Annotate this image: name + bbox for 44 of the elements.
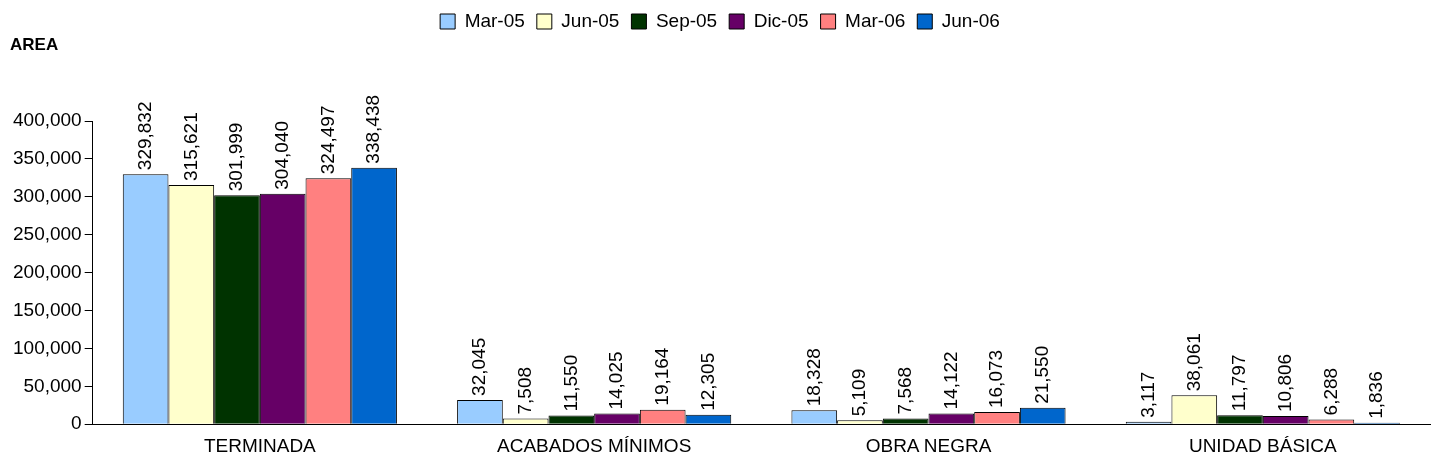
y-tick-label: 350,000	[12, 147, 82, 169]
legend-label: Mar-06	[845, 9, 906, 31]
y-tick-label: 400,000	[12, 109, 82, 131]
data-label: 301,999	[225, 122, 247, 192]
y-tick-label: 250,000	[12, 222, 82, 244]
data-label: 11,550	[559, 354, 581, 412]
data-label: 38,061	[1182, 333, 1204, 392]
data-label: 16,073	[985, 349, 1007, 409]
y-tick-label: 300,000	[12, 185, 82, 207]
legend-label: Jun-06	[941, 9, 1000, 31]
x-tick-label: UNIDAD BÁSICA	[1188, 434, 1338, 456]
legend-label: Jun-05	[561, 9, 620, 31]
data-label: 7,508	[513, 366, 535, 415]
legend-label: Mar-05	[464, 9, 525, 31]
data-label: 32,045	[468, 337, 490, 396]
y-tick-label: 200,000	[12, 260, 82, 282]
data-label: 5,109	[848, 368, 870, 417]
chart-title: AREA	[10, 34, 59, 54]
data-label: 21,550	[1030, 345, 1052, 404]
data-label: 12,305	[696, 352, 718, 411]
data-label: 6,288	[1319, 367, 1341, 416]
legend-label: Sep-05	[655, 9, 718, 31]
data-label: 7,568	[893, 366, 915, 415]
data-label: 1,836	[1365, 371, 1387, 419]
y-tick-label: 0	[71, 412, 82, 434]
data-label: 14,122	[939, 351, 961, 410]
data-label: 304,040	[270, 121, 292, 190]
data-label: 3,117	[1136, 371, 1158, 418]
data-label: 10,806	[1273, 353, 1295, 413]
data-label: 329,832	[133, 101, 155, 171]
data-label: 18,328	[802, 348, 824, 407]
data-label: 14,025	[605, 351, 627, 410]
data-label: 315,621	[179, 112, 201, 181]
data-label: 11,797	[1228, 354, 1250, 412]
x-tick-label: OBRA NEGRA	[865, 434, 992, 456]
data-label: 338,438	[362, 94, 384, 164]
y-tick-label: 100,000	[12, 336, 82, 358]
x-tick-label: TERMINADA	[203, 434, 317, 456]
y-tick-label: 150,000	[12, 298, 82, 320]
legend-label: Dic-05	[753, 9, 809, 31]
y-tick-label: 50,000	[23, 374, 82, 396]
x-tick-label: ACABADOS MÍNIMOS	[497, 434, 692, 456]
data-label: 19,164	[650, 347, 672, 406]
data-label: 324,497	[316, 105, 338, 175]
